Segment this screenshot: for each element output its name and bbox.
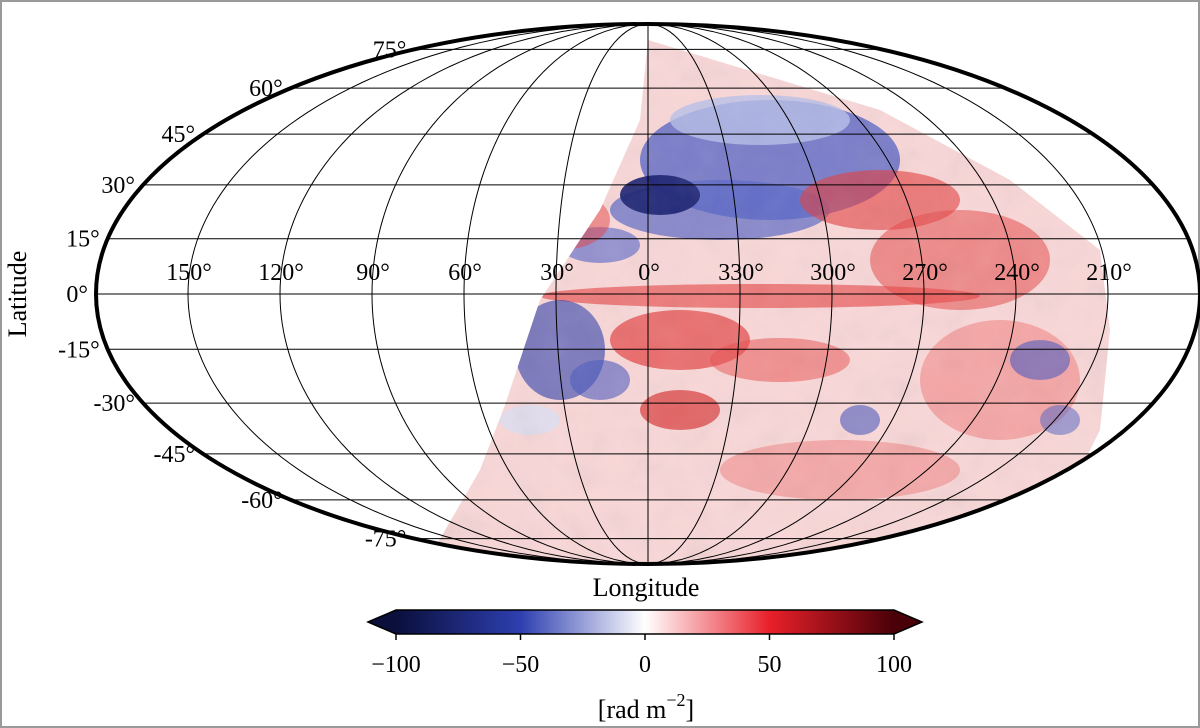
y-axis-title: Latitude	[3, 251, 32, 338]
colorbar-gradient	[396, 610, 894, 634]
meridian-line	[647, 24, 1017, 564]
meridian-line	[647, 24, 925, 564]
latitude-tick-label: 75°	[373, 37, 407, 63]
longitude-tick-label: 120°	[258, 260, 304, 286]
latitude-tick-label: 15°	[66, 227, 100, 253]
map-border	[94, 22, 1200, 566]
latitude-tick-label: -45°	[154, 442, 196, 468]
meridian-line	[371, 24, 649, 564]
longitude-tick-label: 210°	[1086, 260, 1132, 286]
latitude-tick-label: -60°	[241, 488, 283, 514]
longitude-tick-label: 240°	[994, 260, 1040, 286]
latitude-tick-label: -30°	[93, 391, 135, 417]
colorbar-tick-label: −50	[502, 652, 540, 678]
colorbar-tick-label: 0	[639, 652, 651, 678]
meridian-line	[279, 24, 649, 564]
longitude-tick-label: 300°	[810, 260, 856, 286]
longitude-tick-label: 270°	[902, 260, 948, 286]
meridian-line	[555, 24, 649, 564]
latitude-tick-label: -15°	[58, 337, 100, 363]
colorbar-extend-low	[368, 610, 396, 634]
colorbar-tick-label: 50	[758, 652, 782, 678]
longitude-tick-label: 150°	[166, 260, 212, 286]
x-axis-title: Longitude	[593, 573, 700, 602]
longitude-tick-labels: 150° 120° 90° 60° 30° 0° 330° 300° 270° 240° 210°	[166, 260, 1132, 286]
longitude-tick-label: 330°	[718, 260, 764, 286]
latitude-tick-label: 0°	[66, 282, 88, 308]
colorbar-extend-high	[894, 610, 922, 634]
meridian-line	[647, 24, 741, 564]
latitude-tick-label: 30°	[101, 173, 135, 199]
colorbar-label: [rad m−2]	[598, 690, 694, 724]
meridian-line	[647, 24, 833, 564]
longitude-tick-label: 30°	[540, 260, 574, 286]
latitude-tick-label: 45°	[162, 122, 196, 148]
meridian-line	[187, 24, 649, 564]
longitude-tick-label: 60°	[448, 260, 482, 286]
colorbar: −100 −50 0 50 100 [rad m−2]	[366, 609, 924, 724]
colorbar-tick-label: 100	[876, 652, 912, 678]
longitude-tick-label: 0°	[638, 260, 660, 286]
latitude-tick-label: 60°	[249, 76, 283, 102]
latitude-tick-label: -75°	[365, 527, 407, 553]
latitude-tick-labels: 75° 60° 45° 30° 15° 0° -15° -30° -45° -60° -75°	[58, 37, 406, 552]
meridian-line	[463, 24, 649, 564]
colorbar-tick-label: −100	[371, 652, 421, 678]
rm-texture	[430, 40, 1110, 564]
longitude-tick-label: 90°	[356, 260, 390, 286]
meridian-line	[647, 24, 1109, 564]
